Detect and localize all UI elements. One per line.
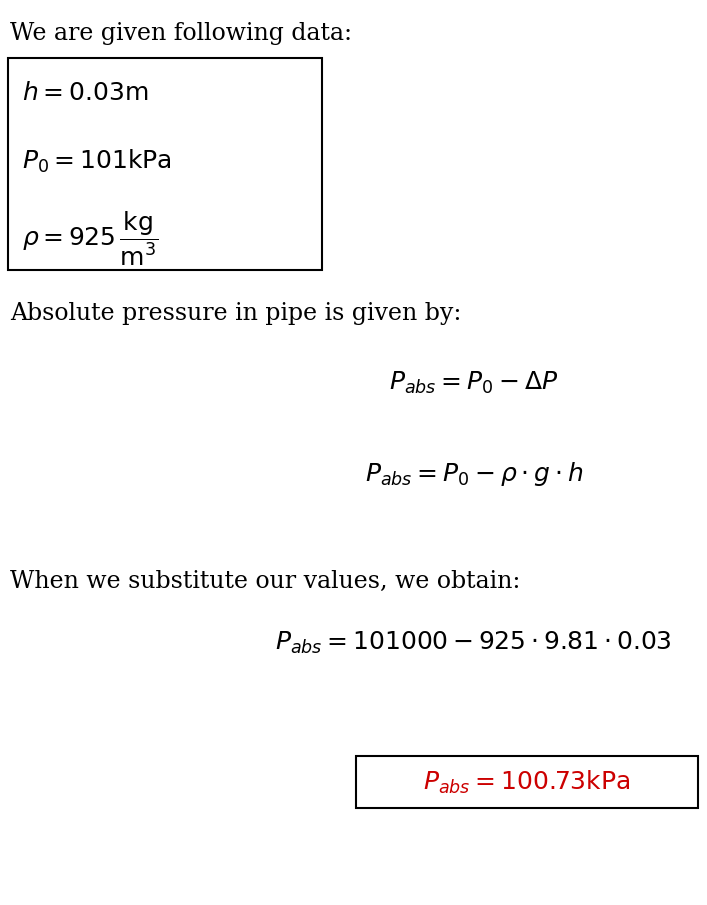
Text: $P_{abs} = P_0 - \Delta P$: $P_{abs} = P_0 - \Delta P$ [389, 370, 559, 396]
Text: $h = 0.03\mathrm{m}$: $h = 0.03\mathrm{m}$ [22, 82, 148, 105]
Bar [8, 58, 322, 270]
Bar [356, 756, 698, 808]
Text: $P_{abs} = 100.73\mathrm{kPa}$: $P_{abs} = 100.73\mathrm{kPa}$ [423, 768, 631, 795]
Text: Absolute pressure in pipe is given by:: Absolute pressure in pipe is given by: [10, 302, 462, 325]
Text: When we substitute our values, we obtain:: When we substitute our values, we obtain… [10, 570, 520, 593]
Text: $P_{abs} = 101000 - 925 \cdot 9.81 \cdot 0.03$: $P_{abs} = 101000 - 925 \cdot 9.81 \cdot… [275, 630, 672, 656]
Text: We are given following data:: We are given following data: [10, 22, 352, 45]
Text: $P_{abs} = P_0 - \rho \cdot g \cdot h$: $P_{abs} = P_0 - \rho \cdot g \cdot h$ [365, 460, 583, 488]
Text: $P_0 = 101\mathrm{kPa}$: $P_0 = 101\mathrm{kPa}$ [22, 148, 172, 176]
Text: $\rho = 925\,\dfrac{\mathrm{kg}}{\mathrm{m}^3}$: $\rho = 925\,\dfrac{\mathrm{kg}}{\mathrm… [22, 210, 158, 268]
